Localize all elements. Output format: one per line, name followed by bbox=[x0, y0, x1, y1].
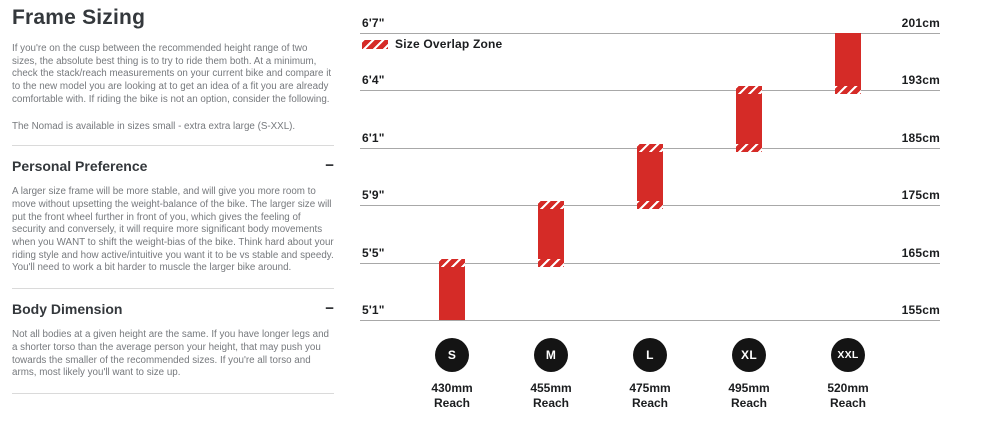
intro-paragraph: If you're on the cusp between the recomm… bbox=[12, 43, 332, 105]
chart-gridline bbox=[360, 90, 940, 91]
section-divider bbox=[12, 145, 334, 147]
overlap-zone-hatch bbox=[637, 201, 663, 209]
axis-label-height-cm: 165cm bbox=[901, 246, 940, 260]
axis-label-height-ft: 6'1" bbox=[362, 131, 385, 145]
collapse-minus-icon[interactable]: − bbox=[325, 300, 334, 318]
size-badge-L: L bbox=[633, 338, 667, 372]
reach-label-S: 430mm Reach bbox=[407, 381, 497, 410]
axis-label-height-cm: 185cm bbox=[901, 131, 940, 145]
axis-label-height-ft: 6'7" bbox=[362, 16, 385, 30]
size-range-bar-S bbox=[439, 259, 465, 320]
section-divider bbox=[12, 392, 334, 394]
overlap-zone-hatch bbox=[835, 86, 861, 94]
axis-label-height-cm: 201cm bbox=[901, 16, 940, 30]
personal-preference-body: A larger size frame will be more stable,… bbox=[12, 186, 334, 274]
overlap-zone-swatch-icon bbox=[362, 39, 388, 49]
axis-label-height-cm: 155cm bbox=[901, 303, 940, 317]
chart-gridline bbox=[360, 263, 940, 264]
page-title: Frame Sizing bbox=[12, 6, 146, 29]
reach-value: 495mm bbox=[728, 381, 770, 395]
size-range-bar-L bbox=[637, 144, 663, 209]
size-badge-XXL: XXL bbox=[831, 338, 865, 372]
size-range-bar-M bbox=[538, 201, 564, 267]
chart-legend: Size Overlap Zone bbox=[362, 37, 502, 51]
reach-value: 455mm bbox=[530, 381, 572, 395]
overlap-zone-hatch bbox=[439, 259, 465, 267]
axis-label-height-ft: 6'4" bbox=[362, 73, 385, 87]
reach-label-XXL: 520mm Reach bbox=[803, 381, 893, 410]
size-badge-XL: XL bbox=[732, 338, 766, 372]
overlap-zone-hatch bbox=[736, 144, 762, 152]
axis-label-height-ft: 5'9" bbox=[362, 188, 385, 202]
overlap-zone-hatch bbox=[637, 144, 663, 152]
size-badge-S: S bbox=[435, 338, 469, 372]
overlap-zone-hatch bbox=[538, 259, 564, 267]
reach-caption: Reach bbox=[829, 395, 867, 410]
axis-label-height-cm: 175cm bbox=[901, 188, 940, 202]
size-badge-M: M bbox=[534, 338, 568, 372]
reach-value: 475mm bbox=[629, 381, 671, 395]
reach-label-XL: 495mm Reach bbox=[704, 381, 794, 410]
accordion-header-personal-preference[interactable]: Personal Preference − bbox=[12, 158, 334, 174]
body-dimension-body: Not all bodies at a given height are the… bbox=[12, 329, 329, 379]
reach-value: 430mm bbox=[431, 381, 473, 395]
reach-label-M: 455mm Reach bbox=[506, 381, 596, 410]
size-range-bar-XXL bbox=[835, 33, 861, 94]
axis-label-height-ft: 5'1" bbox=[362, 303, 385, 317]
reach-value: 520mm bbox=[827, 381, 869, 395]
collapse-minus-icon[interactable]: − bbox=[325, 157, 334, 175]
axis-label-height-cm: 193cm bbox=[901, 73, 940, 87]
chart-gridline bbox=[360, 33, 940, 34]
axis-label-height-ft: 5'5" bbox=[362, 246, 385, 260]
section-heading: Body Dimension bbox=[12, 301, 123, 318]
reach-label-L: 475mm Reach bbox=[605, 381, 695, 410]
size-chart: Size Overlap Zone 6'7" 201cm 6'4" 193cm 6'1"… bbox=[360, 0, 940, 430]
reach-caption: Reach bbox=[631, 395, 669, 410]
section-divider bbox=[12, 288, 334, 290]
size-range-bar-XL bbox=[736, 86, 762, 152]
chart-gridline bbox=[360, 320, 940, 321]
accordion-header-body-dimension[interactable]: Body Dimension − bbox=[12, 301, 334, 317]
legend-label: Size Overlap Zone bbox=[395, 37, 503, 51]
reach-caption: Reach bbox=[532, 395, 570, 410]
reach-caption: Reach bbox=[730, 395, 768, 410]
reach-caption: Reach bbox=[433, 395, 471, 410]
sizes-available-note: The Nomad is available in sizes small - … bbox=[12, 120, 296, 132]
overlap-zone-hatch bbox=[736, 86, 762, 94]
overlap-zone-hatch bbox=[538, 201, 564, 209]
section-heading: Personal Preference bbox=[12, 158, 148, 175]
info-column: Frame Sizing If you're on the cusp betwe… bbox=[12, 6, 334, 394]
